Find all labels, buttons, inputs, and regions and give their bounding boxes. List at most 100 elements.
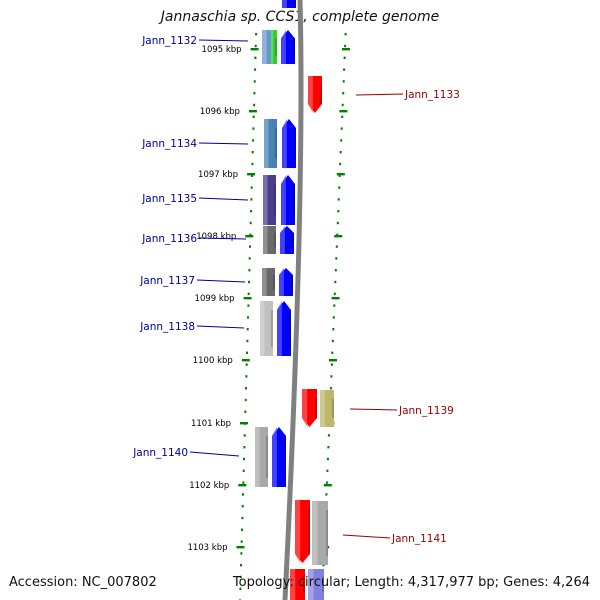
block-highlight <box>272 427 277 487</box>
block-shadow <box>291 275 293 289</box>
ruler-dot <box>341 115 344 118</box>
ruler-dot <box>249 221 252 225</box>
ruler-dot <box>335 245 338 248</box>
block-shadow <box>322 576 324 593</box>
topology-text: Topology: circular; Length: 4,317,977 bp… <box>232 575 590 590</box>
gene-feature <box>263 175 276 225</box>
ruler-dot <box>242 493 244 496</box>
ruler-dot <box>338 174 341 177</box>
ruler-label: 1101 kbp <box>191 419 231 429</box>
ruler-dot <box>335 257 338 260</box>
ruler-dot <box>248 269 251 272</box>
leader-line <box>342 534 391 539</box>
block-highlight <box>312 501 318 565</box>
ruler-dot <box>242 481 245 484</box>
leader-line <box>196 279 246 283</box>
ruler-tick <box>342 48 350 51</box>
block-highlight <box>255 427 260 487</box>
block-highlight <box>308 76 313 113</box>
ruler-dot <box>322 564 325 567</box>
block-shadow <box>293 38 295 56</box>
gene-label: Jann_1140 <box>132 447 188 459</box>
ruler-tick <box>339 110 348 113</box>
ruler-tick <box>334 235 343 238</box>
ruler-dot <box>344 44 347 48</box>
gene-arrow-forward <box>280 226 294 254</box>
block-highlight <box>262 268 267 296</box>
ruler-dot <box>332 328 335 331</box>
ruler-label: 1098 kbp <box>196 232 236 242</box>
leader-line <box>355 93 404 96</box>
ruler-label: 1095 kbp <box>202 45 242 55</box>
backbone-curve <box>282 0 304 600</box>
ruler-dot <box>334 280 337 284</box>
ruler-dot <box>249 233 252 236</box>
block-shadow <box>266 436 268 478</box>
ruler-dot <box>342 92 345 95</box>
block-shadow <box>273 275 275 289</box>
ruler-dot <box>246 339 249 343</box>
ruler-dot <box>325 493 328 496</box>
block-highlight <box>262 30 267 64</box>
gene-feature <box>255 427 268 487</box>
ruler-dot <box>330 375 333 378</box>
ruler-dot <box>243 434 246 437</box>
ruler-label: 1097 kbp <box>198 170 238 180</box>
ruler-dot <box>241 505 244 508</box>
ruler-dot <box>340 127 343 130</box>
ruler-tick <box>238 484 247 487</box>
ruler-dot <box>333 292 336 295</box>
block-shadow <box>294 2 296 6</box>
ruler-tick <box>245 235 254 238</box>
block-shadow <box>326 510 328 556</box>
leader-line <box>198 142 249 145</box>
ruler-dot <box>250 210 253 213</box>
ruler-tick <box>323 484 332 487</box>
ruler-dot <box>334 269 337 272</box>
block-shadow <box>274 184 276 216</box>
block-highlight <box>279 268 284 296</box>
ruler-dot <box>246 328 249 331</box>
gene-label: Jann_1134 <box>141 138 197 150</box>
block-highlight <box>264 119 269 168</box>
ruler-tick <box>331 297 340 300</box>
ruler-dot <box>325 481 328 484</box>
block-highlight <box>281 175 286 225</box>
ruler-dot <box>340 139 343 142</box>
ruler-dot <box>342 80 345 83</box>
ruler-dot <box>246 351 248 354</box>
block-shadow <box>320 85 322 104</box>
ruler-dot <box>253 92 256 95</box>
block-shadow <box>332 399 334 418</box>
block-highlight <box>271 30 274 64</box>
leader-line <box>198 237 247 240</box>
ruler-dot <box>326 457 329 461</box>
gene-arrow-reverse <box>308 76 322 113</box>
ruler-dot <box>250 198 253 201</box>
ruler-tick <box>250 48 259 51</box>
ruler-dot <box>338 186 341 189</box>
gene-arrow-reverse <box>302 389 317 427</box>
gene-feature <box>312 501 328 565</box>
gene-arrow-forward <box>282 119 296 168</box>
block-highlight <box>302 389 308 427</box>
ruler-dot <box>243 446 246 449</box>
leader-line <box>189 451 240 457</box>
block-highlight <box>277 301 282 356</box>
ruler-dot <box>243 457 245 461</box>
accession-text: Accession: NC_007802 <box>9 575 157 590</box>
gene-arrow-forward <box>272 427 286 487</box>
ruler-dot <box>252 115 255 118</box>
block-shadow <box>289 310 291 347</box>
ruler-dot <box>252 139 255 142</box>
block-highlight <box>282 119 287 168</box>
gene-arrow-forward <box>282 0 296 8</box>
ruler-dot <box>241 528 243 531</box>
ruler-tick <box>247 173 256 176</box>
ruler-dot <box>254 56 257 59</box>
ruler-dot <box>337 198 340 201</box>
ruler-tick <box>248 110 257 113</box>
gene-arrow-reverse <box>290 569 305 600</box>
gene-label: Jann_1135 <box>141 193 197 205</box>
